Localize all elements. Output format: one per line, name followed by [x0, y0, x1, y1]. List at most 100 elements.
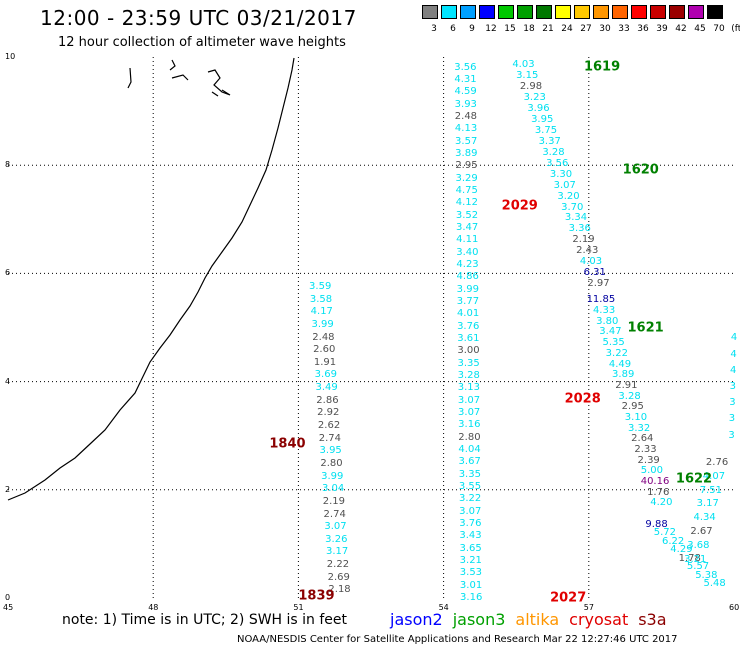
wave-height-value: 3.76 [459, 518, 482, 530]
wave-height-value: 2.69 [327, 571, 350, 583]
legend-label: 45 [694, 24, 706, 34]
wave-height-value: 3.30 [549, 168, 573, 180]
wave-height-value: 2.64 [631, 433, 654, 445]
wave-height-value: 2.19 [322, 495, 346, 507]
wave-height-value: 3.07 [459, 505, 482, 517]
wave-height-value: 3.35 [457, 357, 480, 369]
legend-label: 9 [469, 24, 475, 34]
wave-height-value: 3.99 [311, 318, 334, 330]
wave-height-value: 3.32 [627, 422, 651, 434]
y-tick-label: 6 [5, 268, 11, 278]
wave-height-value: 3.13 [457, 382, 481, 394]
wave-height-value: 4.33 [592, 305, 616, 317]
legend-label: 30 [599, 24, 611, 34]
wave-height-value: 3.52 [455, 209, 479, 221]
wave-height-value: 4.29 [670, 544, 693, 556]
wave-height-value: 3.21 [459, 555, 482, 566]
legend-swatch [631, 5, 647, 19]
coastline [7, 57, 295, 501]
pass-number: 1840 [269, 436, 306, 452]
legend-swatch [574, 5, 590, 19]
wave-height-value: 3.16 [458, 419, 481, 431]
wave-height-value: 3.47 [599, 326, 622, 338]
wave-height-value: 3.69 [314, 369, 337, 381]
wave-height-value: 3.95 [319, 445, 342, 457]
legend-label: 39 [656, 24, 668, 34]
wave-height-value: 3.07 [458, 407, 481, 419]
wave-height-value: 3 [729, 397, 736, 409]
pass-number: 1839 [298, 588, 335, 604]
wave-height-value: 5.48 [703, 578, 726, 590]
legend-label: 6 [450, 24, 456, 34]
legend-label: 33 [618, 24, 630, 34]
wave-height-value: 4.31 [454, 74, 477, 86]
wave-height-value: 2.67 [690, 526, 713, 538]
wave-height-value: 2.95 [621, 401, 644, 413]
wave-height-value: 3.40 [456, 246, 479, 258]
wave-height-value: 3.56 [454, 61, 477, 73]
wave-height-value: 4.75 [455, 185, 478, 197]
wave-height-value: 4.07 [702, 470, 726, 482]
legend-label: 21 [542, 24, 554, 34]
wave-height-value: 3.15 [516, 70, 539, 82]
wave-height-value: 3.53 [459, 567, 483, 579]
wave-height-value: 3.55 [458, 481, 482, 493]
wave-height-value: 2.33 [634, 443, 657, 455]
wave-height-value: 5.57 [686, 561, 710, 573]
wave-height-value: 3.96 [527, 102, 550, 114]
pass-number: 1622 [675, 471, 713, 487]
wave-height-value: 2.39 [637, 454, 660, 466]
wave-height-value: 4.34 [693, 512, 716, 524]
wave-height-value: 3.21 [684, 554, 707, 566]
wave-height-value: 4 [730, 332, 738, 344]
satellite-name: cryosat [569, 610, 629, 629]
wave-height-value: 3 [729, 381, 736, 392]
wave-height-value: 4.49 [608, 358, 632, 370]
wave-height-value: 4 [730, 364, 737, 376]
wave-height-value: 2.97 [587, 278, 610, 290]
wave-height-value: 3.67 [458, 456, 481, 468]
wave-height-value: 3.61 [457, 333, 480, 345]
wave-height-value: 1.78 [678, 552, 701, 564]
wave-height-value: 2.48 [454, 111, 478, 123]
legend-label: (ft) [731, 24, 740, 34]
legend-swatch [498, 5, 514, 19]
wave-height-value: 11.85 [586, 294, 616, 306]
x-tick-label: 45 [3, 603, 14, 612]
legend-swatch [555, 5, 571, 19]
wave-height-value: 4.12 [455, 197, 478, 209]
wave-height-value: 3.22 [605, 347, 628, 359]
pass-number: 1619 [583, 59, 621, 75]
pass-number: 2027 [550, 590, 587, 606]
wave-height-value: 3.37 [538, 135, 561, 147]
y-tick-label: 8 [5, 160, 11, 170]
wave-height-value: 4.23 [456, 259, 479, 271]
wave-height-value: 4.86 [456, 271, 479, 283]
wave-height-value: 3.59 [309, 280, 332, 292]
wave-height-value: 2.74 [323, 508, 346, 520]
wave-height-value: 3.26 [325, 533, 348, 545]
wave-height-value: 3.16 [460, 592, 483, 603]
wave-height-value: 3.22 [458, 493, 482, 505]
wave-height-value: 3.89 [455, 148, 478, 160]
wave-height-value: 3.35 [458, 468, 481, 480]
wave-height-value: 3.04 [321, 483, 345, 495]
legend-swatch [707, 5, 723, 19]
legend-label: 15 [504, 24, 516, 34]
wave-height-value: 3.29 [455, 172, 478, 184]
footnote: note: 1) Time is in UTC; 2) SWH is in fe… [62, 612, 348, 628]
wave-height-value: 4.59 [454, 86, 477, 98]
wave-height-value: 4.11 [456, 234, 479, 246]
wave-height-value: 4.04 [458, 444, 481, 456]
y-tick-label: 4 [5, 376, 11, 386]
wave-height-value: 2.22 [326, 559, 350, 571]
legend-swatch [517, 5, 533, 19]
wave-height-value: 3.07 [324, 521, 347, 533]
wave-height-value: 3.76 [457, 320, 480, 332]
satellite-name: jason3 [452, 610, 506, 629]
pass-number: 1620 [622, 162, 659, 178]
wave-height-value: 4.03 [579, 256, 603, 268]
wave-height-value: 3.23 [523, 91, 546, 103]
wave-height-value: 9.88 [645, 518, 668, 530]
wave-height-value: 3.47 [455, 222, 479, 234]
